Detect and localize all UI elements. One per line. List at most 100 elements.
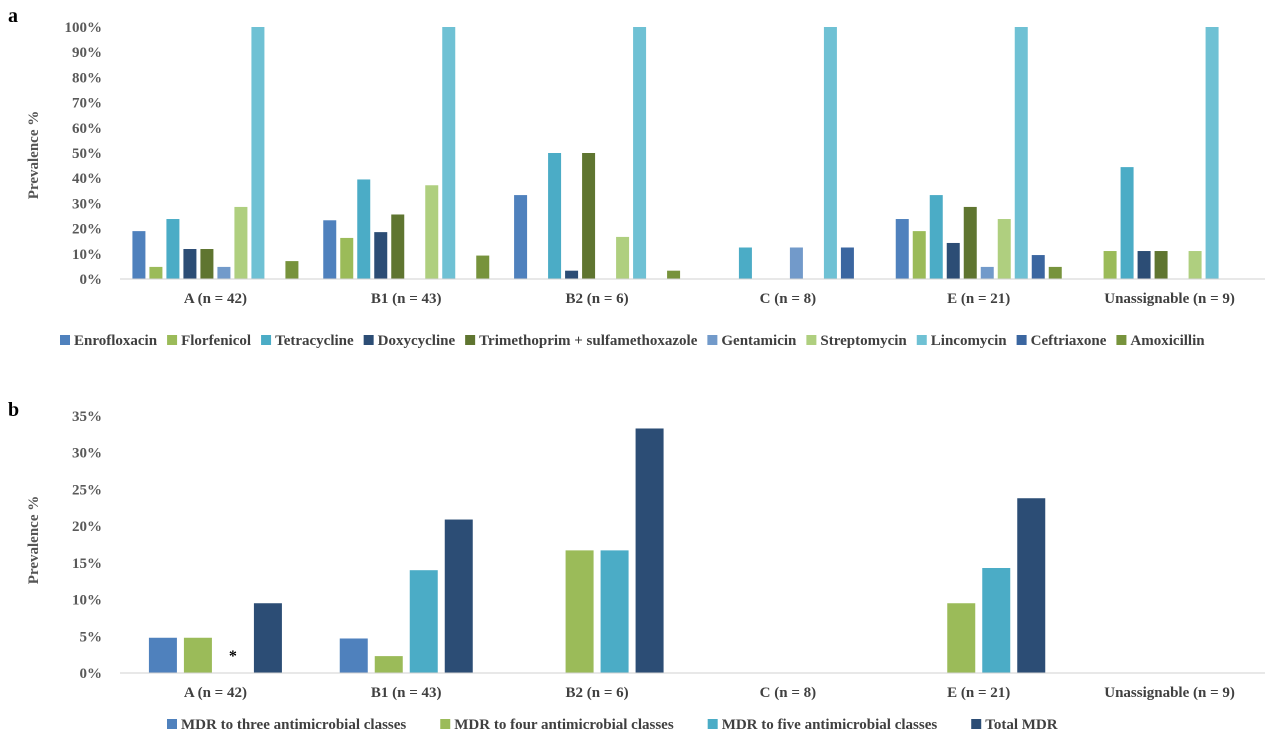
a-x-tick-label: B2 (n = 6) xyxy=(566,291,629,307)
a-bar-streptomycin xyxy=(234,206,248,279)
a-bar-streptomycin xyxy=(616,236,630,279)
b-bar-mdr-to-three-antimicrobial-classes xyxy=(339,638,368,673)
a-legend-swatch xyxy=(806,335,817,345)
panel-a-chart: a Prevalence % 0% 10% 20% 30% 40% 50% 60% 70% 80… xyxy=(8,5,1265,349)
a-bar-amoxicillin xyxy=(1048,266,1062,279)
a-bar-amoxicillin xyxy=(476,255,490,279)
a-bar-lincomycin xyxy=(1014,27,1028,279)
b-legend-label: MDR to five antimicrobial classes xyxy=(722,717,938,733)
a-legend-label: Doxycycline xyxy=(378,333,456,349)
a-legend-label: Lincomycin xyxy=(931,333,1007,349)
a-legend-label: Florfenicol xyxy=(181,333,251,349)
b-bar-mdr-to-three-antimicrobial-classes xyxy=(148,637,177,673)
a-legend-swatch xyxy=(60,335,70,345)
a-bar-lincomycin xyxy=(823,27,837,279)
b-y-tick-label: 20% xyxy=(72,519,102,535)
a-legend-swatch xyxy=(707,335,718,345)
b-legend-swatch xyxy=(440,719,451,729)
b-legend-swatch xyxy=(707,719,718,729)
b-bar-mdr-to-five-antimicrobial-classes xyxy=(600,550,629,673)
b-bar-total-mdr xyxy=(635,428,664,673)
a-bar-enrofloxacin xyxy=(514,195,528,279)
a-bar-streptomycin xyxy=(997,219,1011,279)
b-legend-swatch xyxy=(167,719,177,729)
a-bar-tetracycline xyxy=(929,195,943,279)
a-legend-swatch xyxy=(465,335,476,345)
b-x-tick-label: E (n = 21) xyxy=(947,685,1010,701)
a-legend-label: Streptomycin xyxy=(820,333,907,349)
a-legend-label: Trimethoprim + sulfamethoxazole xyxy=(479,333,698,349)
a-bar-trimethoprim-sulfamethoxazole xyxy=(1154,251,1168,279)
a-bar-ceftriaxone xyxy=(1031,255,1045,279)
a-bar-doxycycline xyxy=(374,232,388,279)
b-legend-swatch xyxy=(971,719,982,729)
b-bar-total-mdr xyxy=(444,519,473,673)
a-bar-tetracycline xyxy=(738,247,752,279)
a-bar-amoxicillin xyxy=(667,270,681,279)
b-bar-mdr-to-five-antimicrobial-classes xyxy=(982,567,1011,673)
a-y-tick-label: 70% xyxy=(72,96,102,112)
a-y-tick-label: 80% xyxy=(72,70,102,86)
a-legend-swatch xyxy=(167,335,178,345)
a-bar-enrofloxacin xyxy=(323,220,337,279)
panel-a-y-ticks: 0% 10% 20% 30% 40% 50% 60% 70% 80% 90% 100% xyxy=(65,20,103,288)
a-bar-gentamicin xyxy=(217,266,231,279)
a-legend-label: Gentamicin xyxy=(721,333,797,349)
a-x-tick-label: Unassignable (n = 9) xyxy=(1104,291,1235,307)
b-bar-total-mdr xyxy=(1017,498,1046,673)
panel-b-bars xyxy=(148,428,1046,673)
a-bar-doxycycline xyxy=(565,270,579,279)
b-y-tick-label: 15% xyxy=(72,556,102,572)
a-bar-trimethoprim-sulfamethoxazole xyxy=(963,206,977,279)
b-bar-mdr-to-four-antimicrobial-classes xyxy=(565,550,594,673)
a-legend-label: Amoxicillin xyxy=(1130,333,1205,349)
panel-b-x-labels: A (n = 42) B1 (n = 43) B2 (n = 6) C (n = 8)… xyxy=(184,685,1235,701)
b-legend-label: MDR to three antimicrobial classes xyxy=(181,717,406,733)
a-y-tick-label: 90% xyxy=(72,45,102,61)
a-x-tick-label: B1 (n = 43) xyxy=(371,291,442,307)
b-y-tick-label: 0% xyxy=(80,666,103,682)
a-x-tick-label: A (n = 42) xyxy=(184,291,247,307)
panel-b-legend: MDR to three antimicrobial classes MDR to… xyxy=(167,717,1058,733)
panel-a-x-labels: A (n = 42) B1 (n = 43) B2 (n = 6) C (n = 8)… xyxy=(184,291,1235,307)
a-bar-tetracycline xyxy=(1120,167,1134,279)
panel-a-bars xyxy=(132,27,1219,279)
panel-b-label: b xyxy=(8,399,19,421)
a-bar-tetracycline xyxy=(357,179,371,279)
b-y-tick-label: 35% xyxy=(72,409,102,425)
a-bar-lincomycin xyxy=(251,27,265,279)
b-bar-mdr-to-four-antimicrobial-classes xyxy=(947,603,976,673)
panel-a-y-axis-title: Prevalence % xyxy=(26,111,42,199)
a-bar-doxycycline xyxy=(183,249,197,279)
a-y-tick-label: 20% xyxy=(72,222,102,238)
b-bar-mdr-to-five-antimicrobial-classes xyxy=(409,570,438,673)
b-y-tick-label: 10% xyxy=(72,593,102,609)
a-y-tick-label: 0% xyxy=(80,272,103,288)
a-y-tick-label: 60% xyxy=(72,121,102,137)
b-x-tick-label: A (n = 42) xyxy=(184,685,247,701)
a-y-tick-label: 100% xyxy=(65,20,103,36)
b-x-tick-label: B2 (n = 6) xyxy=(566,685,629,701)
b-legend-label: MDR to four antimicrobial classes xyxy=(454,717,674,733)
panel-b-chart: b Prevalence % 0% 5% 10% 15% 20% 25% 30% 35% A … xyxy=(8,399,1265,733)
a-legend-swatch xyxy=(1016,335,1027,345)
b-x-tick-label: Unassignable (n = 9) xyxy=(1104,685,1235,701)
a-bar-streptomycin xyxy=(425,185,439,279)
a-legend-label: Ceftriaxone xyxy=(1031,333,1107,349)
a-bar-amoxicillin xyxy=(285,261,299,279)
a-bar-tetracycline xyxy=(548,153,562,279)
a-bar-trimethoprim-sulfamethoxazole xyxy=(391,214,405,279)
a-bar-trimethoprim-sulfamethoxazole xyxy=(582,153,596,279)
a-bar-florfenicol xyxy=(912,231,926,279)
a-bar-lincomycin xyxy=(442,27,456,279)
a-legend-swatch xyxy=(1116,335,1127,345)
b-legend-label: Total MDR xyxy=(985,717,1058,733)
a-legend-swatch xyxy=(363,335,374,345)
b-y-tick-label: 25% xyxy=(72,482,102,498)
a-bar-doxycycline xyxy=(946,242,960,279)
a-bar-florfenicol xyxy=(1103,251,1117,279)
b-y-tick-label: 30% xyxy=(72,446,102,462)
panel-a-label: a xyxy=(8,5,18,27)
a-bar-enrofloxacin xyxy=(132,231,146,279)
